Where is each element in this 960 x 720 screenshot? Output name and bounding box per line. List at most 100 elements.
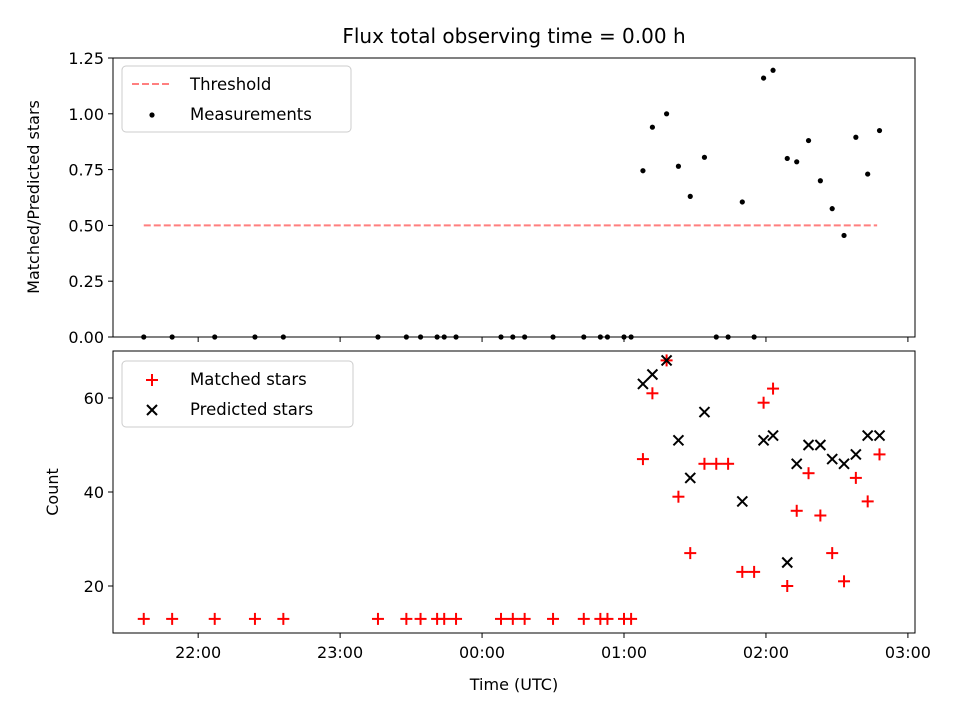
measurement-point — [663, 111, 670, 117]
predicted-star-point — [873, 429, 886, 442]
top-y-tick-label: 0.50 — [68, 216, 104, 235]
matched-star-point — [790, 504, 803, 517]
measurement-point — [649, 124, 655, 130]
matched-star-point — [781, 580, 794, 592]
measurement-point — [794, 159, 800, 165]
matched-star-point — [802, 467, 815, 480]
measurement-point — [865, 171, 871, 177]
top-y-tick-label: 1.00 — [68, 105, 104, 124]
predicted-star-point — [684, 472, 696, 484]
matched-star-point — [672, 490, 685, 503]
matched-star-point — [838, 575, 851, 588]
top-plot-frame — [112, 57, 916, 338]
matched-star-point — [494, 612, 507, 625]
matched-star-point — [577, 612, 590, 625]
legend-measurements-swatch — [149, 112, 155, 118]
predicted-star-point — [781, 556, 793, 569]
measurement-point — [687, 193, 693, 199]
legend-predicted-swatch — [146, 404, 158, 416]
matched-star-point — [636, 453, 649, 466]
legend-measurement-dot — [149, 112, 155, 118]
matched-star-point — [849, 471, 862, 484]
top-y-tick-label: 0.75 — [68, 161, 104, 180]
predicted-star-point — [646, 368, 659, 381]
measurement-point — [805, 137, 812, 144]
matched-star-point — [248, 612, 261, 625]
x-axis-label: Time (UTC) — [469, 675, 558, 694]
matched-star-point — [208, 612, 221, 625]
matched-star-point — [873, 448, 886, 461]
predicted-star-point — [838, 458, 850, 470]
measurement-point — [841, 232, 847, 239]
measurement-point — [853, 134, 859, 140]
matched-star-point — [826, 547, 839, 560]
top-y-axis-label: Matched/Predicted stars — [24, 100, 43, 294]
top-y-tick-label: 0.00 — [68, 328, 104, 347]
x-tick-label: 03:00 — [885, 643, 931, 662]
top-legend: Threshold Measurements — [121, 65, 352, 133]
chart-title: Flux total observing time = 0.00 h — [342, 24, 685, 48]
bottom-y-axis-label: Count — [43, 468, 62, 516]
bottom-y-tick-label: 40 — [84, 483, 104, 502]
matched-star-point — [814, 509, 827, 522]
legend-matched-swatch — [146, 374, 158, 386]
predicted-star-point — [826, 453, 838, 465]
predicted-star-point — [861, 429, 874, 442]
matched-star-point — [506, 612, 519, 625]
x-tick-label: 23:00 — [317, 643, 363, 662]
top-y-tick-label: 1.25 — [68, 49, 104, 68]
matched-star-point — [371, 612, 384, 625]
matched-star-point — [748, 565, 761, 578]
matched-star-point — [767, 382, 780, 395]
matched-star-point — [450, 612, 463, 625]
matched-star-point — [698, 457, 711, 470]
predicted-star-point — [850, 448, 862, 461]
predicted-star-point — [698, 406, 711, 418]
matched-star-point — [400, 612, 413, 625]
matched-star-point — [166, 612, 179, 625]
legend-predicted-label: Predicted stars — [190, 400, 313, 419]
matched-star-point — [861, 495, 874, 508]
measurement-point — [640, 168, 646, 174]
legend-threshold-label: Threshold — [189, 75, 271, 94]
matched-star-point — [277, 612, 290, 625]
predicted-star-point — [672, 434, 685, 447]
x-tick-label: 00:00 — [459, 643, 505, 662]
bottom-y-tick-label: 60 — [84, 389, 104, 408]
matched-star-point — [646, 387, 659, 400]
legend-predicted-marker — [146, 404, 158, 416]
legend-measurements-label: Measurements — [190, 105, 312, 124]
measurement-point — [876, 127, 883, 134]
predicted-star-point — [791, 458, 803, 470]
measurement-point — [784, 155, 790, 162]
predicted-star-point — [757, 434, 770, 447]
measurement-point — [760, 75, 767, 81]
x-tick-label: 01:00 — [601, 643, 647, 662]
matched-star-point — [414, 612, 427, 625]
matched-star-point — [684, 547, 697, 560]
top-y-tick-label: 0.25 — [68, 272, 104, 291]
predicted-star-point — [736, 495, 749, 508]
bottom-legend: Matched stars Predicted stars — [121, 360, 354, 428]
predicted-star-point — [767, 429, 779, 442]
matched-star-point — [625, 612, 638, 625]
legend-matched-marker — [146, 374, 158, 386]
matched-star-point — [547, 612, 560, 625]
predicted-star-point — [637, 378, 649, 390]
measurement-point — [675, 163, 682, 169]
predicted-star-point — [814, 439, 827, 451]
measurement-point — [739, 199, 745, 205]
matched-star-point — [710, 457, 723, 470]
matched-star-point — [736, 565, 749, 578]
matched-star-point — [137, 612, 150, 625]
x-tick-label: 02:00 — [743, 643, 789, 662]
bottom-plot-frame — [112, 350, 916, 634]
matched-star-point — [518, 612, 531, 625]
matched-star-point — [601, 612, 614, 625]
matched-star-point — [722, 457, 735, 470]
predicted-star-point — [660, 354, 673, 367]
measurement-point — [701, 154, 708, 160]
matched-star-point — [438, 612, 451, 625]
bottom-y-tick-label: 20 — [84, 577, 104, 596]
